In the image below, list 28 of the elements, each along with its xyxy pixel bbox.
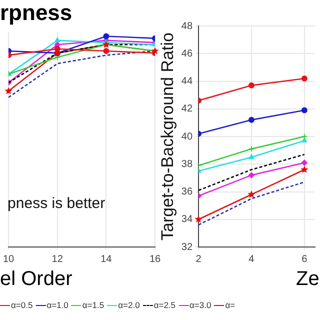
x-tick-label: 2 (196, 254, 202, 265)
x-tick-label: 6 (302, 254, 308, 265)
chart-title: rpness (0, 0, 72, 26)
x-axis-title: Ze (296, 268, 320, 291)
legend-label: α=2.0 (118, 300, 140, 310)
x-tick-label: 12 (52, 254, 64, 265)
y-tick-label: 40 (181, 131, 193, 142)
x-axis-title: el Order (0, 268, 72, 291)
y-tick-label: 46 (181, 48, 193, 60)
legend-label: α=0.5 (11, 300, 33, 310)
y-tick-label: 44 (181, 76, 193, 87)
legend-label: α= (225, 300, 236, 310)
y-axis-title: Target-to-Background Ratio (158, 32, 177, 240)
legend-label: α=3.0 (190, 300, 212, 310)
y-tick-label: 42 (181, 104, 193, 115)
x-tick-label: 10 (3, 254, 15, 265)
annotation: pness is better (8, 195, 106, 212)
legend-label: α=1.5 (82, 300, 104, 310)
y-tick-label: 36 (181, 186, 193, 198)
x-tick-label: 14 (100, 254, 112, 265)
x-tick-label: 16 (149, 254, 161, 265)
y-tick-label: 34 (181, 214, 193, 226)
y-tick-label: 38 (181, 158, 193, 170)
legend-label: α=2.5 (154, 300, 176, 310)
y-tick-label: 32 (181, 242, 193, 253)
legend-label: α=1.0 (46, 300, 68, 310)
x-tick-label: 4 (248, 254, 255, 265)
y-tick-label: 48 (181, 20, 193, 32)
